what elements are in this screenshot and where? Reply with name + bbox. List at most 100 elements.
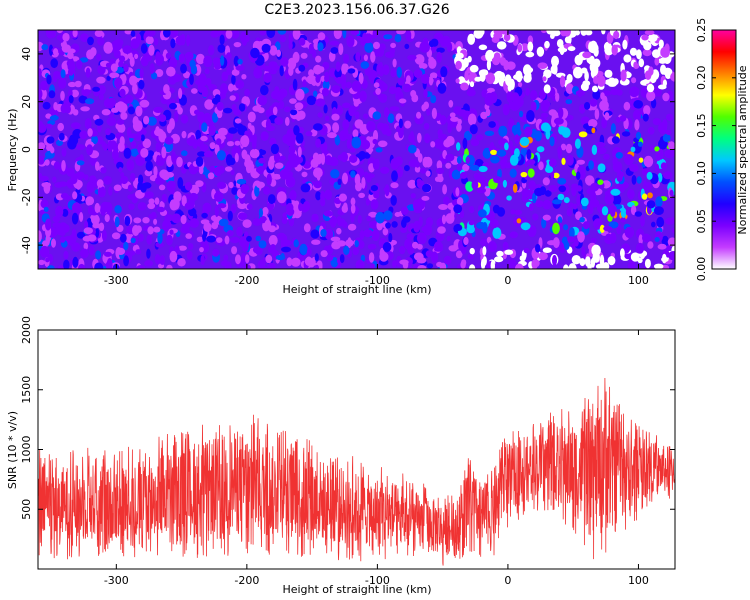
heatmap-cell xyxy=(568,263,577,269)
heatmap-cell xyxy=(482,246,487,256)
heatmap-cell xyxy=(366,120,376,132)
heatmap-cell xyxy=(557,178,567,185)
heatmap-cell xyxy=(85,67,91,78)
heatmap-cell xyxy=(87,234,97,242)
heatmap-cell xyxy=(174,110,179,123)
heatmap-cell xyxy=(229,95,236,101)
heatmap-cell xyxy=(484,130,495,136)
heatmap-cell xyxy=(438,204,448,210)
heatmap-cell xyxy=(442,184,447,195)
heatmap-cell xyxy=(84,118,92,130)
heatmap-cell xyxy=(669,189,674,197)
heatmap-cell xyxy=(76,231,86,239)
heatmap-cell xyxy=(39,209,46,215)
heatmap-cell xyxy=(276,49,281,57)
heatmap-cell xyxy=(228,127,238,134)
heatmap-cell xyxy=(330,169,340,179)
heatmap-cell xyxy=(487,241,497,253)
heatmap-cell xyxy=(514,134,520,145)
heatmap-cell xyxy=(620,207,627,218)
heatmap-cell xyxy=(513,129,522,137)
heatmap-cell xyxy=(652,49,661,58)
heatmap-cell xyxy=(654,57,660,66)
heatmap-cell xyxy=(72,191,78,200)
heatmap-cell xyxy=(82,89,92,95)
heatmap-cell xyxy=(52,176,57,183)
heatmap-cell xyxy=(169,229,174,235)
heatmap-cell xyxy=(571,242,576,249)
heatmap-cell xyxy=(263,72,272,84)
heatmap-cell xyxy=(231,187,238,195)
heatmap-cell xyxy=(655,151,662,161)
heatmap-cell xyxy=(608,221,619,229)
heatmap-cell xyxy=(610,123,616,135)
heatmap-cell xyxy=(435,167,445,175)
heatmap-cell xyxy=(186,250,193,260)
heatmap-cell xyxy=(465,104,470,113)
heatmap-cell xyxy=(169,118,175,130)
heatmap-cell xyxy=(163,30,171,38)
heatmap-cell xyxy=(60,104,67,114)
heatmap-cell xyxy=(565,143,573,154)
heatmap-cell xyxy=(413,252,424,261)
heatmap-cell xyxy=(223,107,233,114)
heatmap-cell xyxy=(510,209,516,215)
heatmap-cell xyxy=(43,206,49,212)
heatmap-cell xyxy=(75,188,81,194)
heatmap-cell xyxy=(591,244,601,257)
heatmap-cell xyxy=(95,250,102,260)
heatmap-cell xyxy=(83,242,89,250)
heatmap-cell xyxy=(247,122,252,129)
heatmap-cell xyxy=(75,59,83,70)
heatmap-cell xyxy=(223,254,229,261)
heatmap-cell xyxy=(181,195,187,207)
heatmap-cell xyxy=(210,30,220,38)
heatmap-cell xyxy=(634,211,643,217)
heatmap-cell xyxy=(623,101,631,111)
snr-panel: -300 -200 -100 0 100 500 1000 1500 2000 Height o… xyxy=(6,316,676,596)
heatmap-cell xyxy=(234,118,242,124)
heatmap-cell xyxy=(302,79,307,88)
heatmap-cell xyxy=(476,30,485,36)
heatmap-cell xyxy=(204,68,210,75)
heatmap-cell xyxy=(214,94,221,102)
heatmap-cell xyxy=(264,219,272,231)
heatmap-cell xyxy=(288,144,296,155)
heatmap-cell xyxy=(613,30,620,40)
heatmap-cell xyxy=(166,66,176,77)
heatmap-cell xyxy=(484,185,491,197)
heatmap-cell xyxy=(343,53,350,64)
heatmap-cell xyxy=(530,101,537,112)
heatmap-cell xyxy=(180,114,189,124)
heatmap-cell xyxy=(338,43,344,55)
heatmap-cell xyxy=(657,243,667,250)
heatmap-cell xyxy=(351,80,362,92)
heatmap-cell xyxy=(295,88,305,101)
heatmap-cell xyxy=(270,143,279,155)
heatmap-cell xyxy=(148,44,155,56)
heatmap-cell xyxy=(231,246,238,255)
x-tick-label: -300 xyxy=(104,274,129,287)
heatmap-cell xyxy=(244,154,251,165)
heatmap-cell xyxy=(331,113,340,121)
heatmap-cell xyxy=(92,86,100,92)
heatmap-cell xyxy=(350,204,356,214)
heatmap-cell xyxy=(361,177,366,189)
heatmap-cell xyxy=(268,235,278,246)
heatmap-cell xyxy=(654,163,660,172)
heatmap-cell xyxy=(184,51,194,61)
heatmap-cell xyxy=(542,214,551,221)
heatmap-cell xyxy=(496,149,507,157)
heatmap-cell xyxy=(590,237,597,244)
heatmap-cell xyxy=(167,75,177,85)
heatmap-cell xyxy=(253,67,263,79)
heatmap-cell xyxy=(279,155,286,161)
heatmap-cell xyxy=(282,134,292,144)
heatmap-cell xyxy=(559,44,565,51)
heatmap-cell xyxy=(249,148,260,159)
heatmap-cell xyxy=(576,194,581,207)
heatmap-cell xyxy=(436,160,443,170)
heatmap-cell xyxy=(469,164,480,171)
x-tick-label: 100 xyxy=(628,574,649,587)
heatmap-cell xyxy=(181,130,187,139)
